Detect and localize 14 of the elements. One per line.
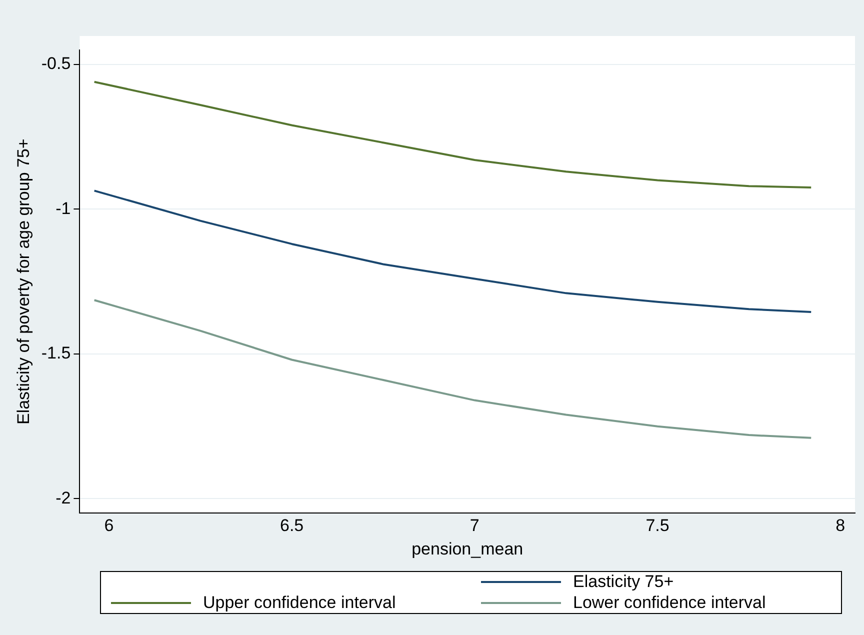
- legend-label: Elasticity 75+: [573, 572, 674, 592]
- x-tick-label: 8: [836, 516, 846, 536]
- x-axis-title: pension_mean: [412, 539, 524, 558]
- y-tick-label: -2: [56, 488, 71, 508]
- legend-label: Upper confidence interval: [203, 592, 396, 613]
- y-tick-label: -1.5: [41, 344, 71, 363]
- x-tick-label: 7.5: [646, 516, 670, 536]
- y-axis-title: Elasticity of poverty for age group 75+: [14, 138, 33, 425]
- legend-label: Lower confidence interval: [573, 592, 766, 613]
- y-tick-label: -0.5: [41, 54, 71, 74]
- y-tick-label: -1: [56, 198, 71, 218]
- x-tick-label: 6.5: [280, 516, 304, 536]
- x-tick-label: 6: [104, 516, 114, 536]
- x-tick-label: 7: [470, 516, 480, 536]
